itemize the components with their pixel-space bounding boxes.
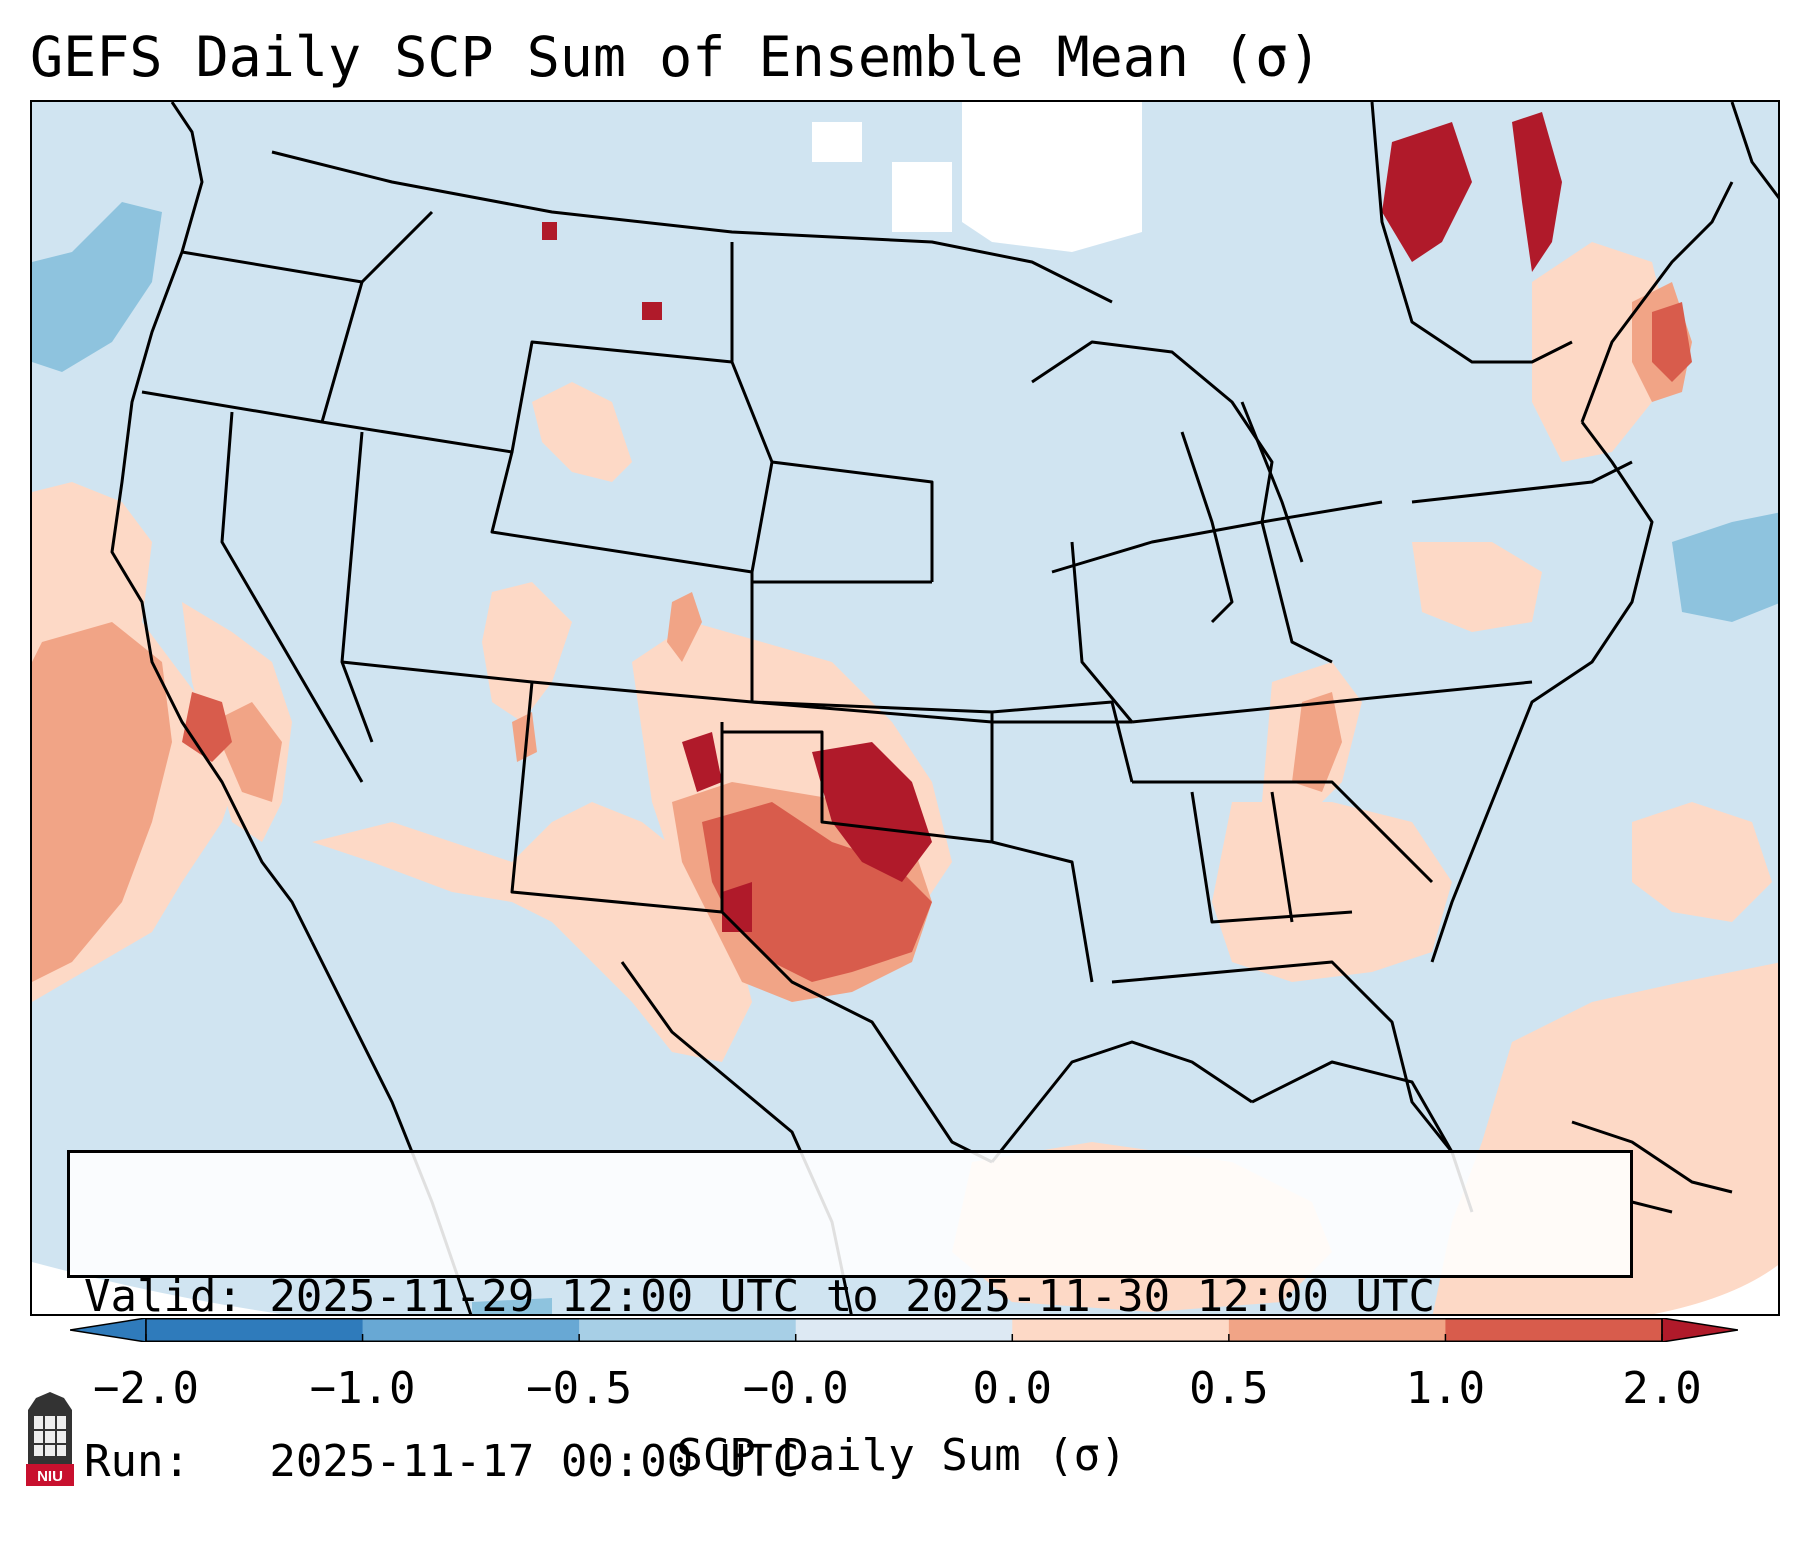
- colorbar-segment: [1228, 1318, 1446, 1342]
- valid-run-box: Valid: 2025-11-29 12:00 UTC to 2025-11-3…: [67, 1150, 1633, 1487]
- scp-map: [30, 100, 1780, 1316]
- logo-text: NIU: [37, 1468, 63, 1485]
- colorbar-tick-label: −0.0: [742, 1363, 849, 1414]
- state-boundaries: [110, 102, 1778, 1314]
- anomaly-field-gt-2.0: [542, 112, 1562, 932]
- map-title: GEFS Daily SCP Sum of Ensemble Mean (σ): [30, 25, 1322, 89]
- colorbar-extend-low: [70, 1318, 147, 1342]
- colorbar-tick-label: −2.0: [93, 1363, 199, 1414]
- colorbar-segment: [795, 1318, 1013, 1342]
- colorbar-tick-label: 1.0: [1405, 1363, 1486, 1414]
- colorbar-tick-label: 0.0: [972, 1363, 1053, 1414]
- colorbar-extend-high: [1661, 1318, 1738, 1342]
- colorbar-tick-label: 0.5: [1189, 1363, 1269, 1414]
- anomaly-field-neg-0.5-1.0: [32, 202, 1778, 1314]
- colorbar-segment: [362, 1318, 580, 1342]
- anomaly-field-near-zero: [32, 102, 1778, 1314]
- colorbar-tick-label: −0.5: [526, 1363, 633, 1414]
- colorbar-segment: [579, 1318, 797, 1342]
- colorbar-segment: [1445, 1318, 1663, 1342]
- colorbar-segment: [1012, 1318, 1230, 1342]
- anomaly-field-1.0-2.0: [182, 302, 1692, 982]
- map-canvas: [32, 102, 1778, 1314]
- colorbar: [70, 1318, 1738, 1342]
- colorbar-segment: [146, 1318, 364, 1342]
- colorbar-tick-label: −1.0: [309, 1363, 416, 1414]
- niu-logo-icon: NIU: [26, 1392, 74, 1486]
- colorbar-border: [145, 1318, 1663, 1342]
- valid-line: Valid: 2025-11-29 12:00 UTC to 2025-11-3…: [84, 1271, 1436, 1322]
- colorbar-title: SCP Daily Sum (σ): [676, 1430, 1127, 1481]
- colorbar-tick-label: 2.0: [1622, 1363, 1702, 1414]
- run-line: Run: 2025-11-17 00:00 UTC: [84, 1436, 800, 1487]
